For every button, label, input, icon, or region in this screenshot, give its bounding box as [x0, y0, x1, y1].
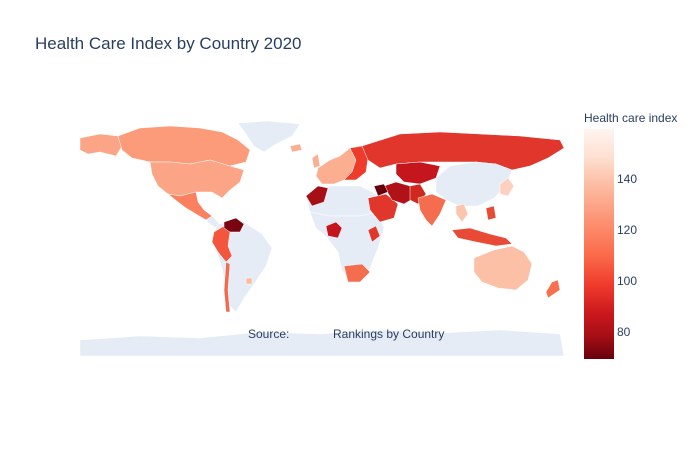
region-kenya[interactable]: [367, 225, 381, 243]
region-philippines[interactable]: [485, 205, 497, 221]
region-chile[interactable]: [223, 261, 231, 313]
region-greenland[interactable]: [237, 120, 301, 153]
region-antarctica[interactable]: [79, 329, 565, 357]
region-uk[interactable]: [311, 153, 321, 169]
region-morocco-algeria[interactable]: [305, 185, 329, 207]
region-saudi-arabia[interactable]: [367, 193, 399, 223]
region-nigeria[interactable]: [325, 221, 343, 239]
chart-title: Health Care Index by Country 2020: [35, 34, 302, 53]
region-new-zealand[interactable]: [545, 279, 561, 299]
colorbar-tick: 140: [617, 172, 638, 186]
region-canada[interactable]: [117, 125, 251, 167]
region-mexico[interactable]: [167, 191, 213, 221]
colorbar-tick: 80: [617, 325, 631, 339]
region-syria[interactable]: [373, 183, 389, 197]
region-japan-korea[interactable]: [499, 177, 515, 197]
source-label: Source:: [248, 327, 290, 341]
colorbar-tick: 100: [617, 274, 638, 288]
region-india[interactable]: [417, 193, 447, 227]
colorbar-title: Health care index: [584, 111, 678, 125]
region-thailand[interactable]: [455, 203, 469, 223]
region-australia[interactable]: [473, 245, 533, 291]
region-indonesia[interactable]: [451, 227, 513, 247]
colorbar: [584, 129, 614, 359]
colorbar-tick: 120: [617, 223, 638, 237]
region-south-africa[interactable]: [343, 263, 371, 283]
region-uruguay[interactable]: [245, 277, 253, 285]
region-kazakhstan[interactable]: [395, 161, 441, 185]
region-venezuela[interactable]: [223, 217, 245, 233]
source-link[interactable]: Rankings by Country: [333, 327, 445, 341]
region-alaska[interactable]: [79, 133, 123, 157]
region-united-states[interactable]: [149, 159, 245, 199]
region-iceland[interactable]: [289, 143, 303, 153]
region-russia[interactable]: [361, 131, 565, 171]
